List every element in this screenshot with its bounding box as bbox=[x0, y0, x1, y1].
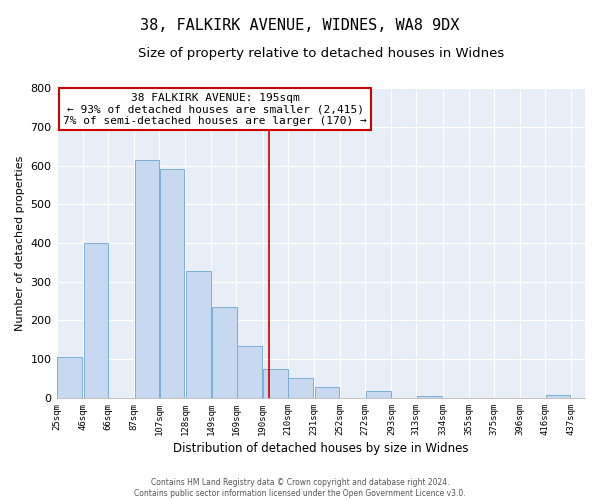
Bar bbox=[212, 307, 237, 398]
Text: Contains HM Land Registry data © Crown copyright and database right 2024.
Contai: Contains HM Land Registry data © Crown c… bbox=[134, 478, 466, 498]
Bar bbox=[417, 396, 442, 398]
X-axis label: Distribution of detached houses by size in Widnes: Distribution of detached houses by size … bbox=[173, 442, 469, 455]
Bar bbox=[160, 170, 184, 398]
Bar bbox=[546, 395, 571, 398]
Bar bbox=[58, 358, 82, 398]
Bar bbox=[237, 346, 262, 398]
Bar bbox=[83, 243, 108, 398]
Title: Size of property relative to detached houses in Widnes: Size of property relative to detached ho… bbox=[137, 48, 504, 60]
Text: 38, FALKIRK AVENUE, WIDNES, WA8 9DX: 38, FALKIRK AVENUE, WIDNES, WA8 9DX bbox=[140, 18, 460, 32]
Bar bbox=[289, 378, 313, 398]
Text: 38 FALKIRK AVENUE: 195sqm
← 93% of detached houses are smaller (2,415)
7% of sem: 38 FALKIRK AVENUE: 195sqm ← 93% of detac… bbox=[63, 92, 367, 126]
Y-axis label: Number of detached properties: Number of detached properties bbox=[15, 156, 25, 330]
Bar bbox=[263, 369, 288, 398]
Bar bbox=[135, 160, 160, 398]
Bar bbox=[186, 271, 211, 398]
Bar bbox=[315, 388, 340, 398]
Bar bbox=[366, 392, 391, 398]
